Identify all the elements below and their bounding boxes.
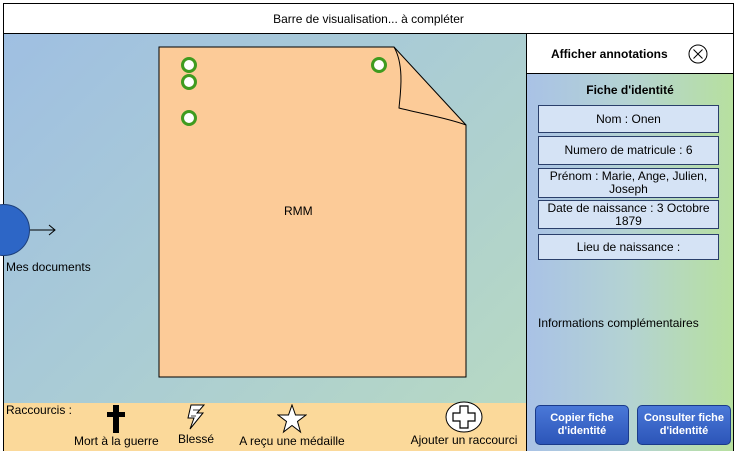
annotations-toggle-row[interactable]: Afficher annotations — [527, 34, 733, 74]
fiche-identite-body: Fiche d'identité Nom : Onen Numero de ma… — [527, 74, 733, 411]
field-date-naissance[interactable]: Date de naissance : 3 Octobre 1879 — [538, 200, 719, 229]
document-page[interactable] — [158, 46, 468, 378]
cross-icon — [107, 405, 125, 433]
visualization-bar-text: Barre de visualisation... à compléter — [273, 11, 464, 26]
consulter-fiche-button[interactable]: Consulter fiche d'identité — [637, 405, 731, 445]
app-window: Barre de visualisation... à compléter Me… — [0, 3, 734, 451]
informations-complementaires: Informations complémentaires — [538, 316, 699, 330]
shortcut-mort-a-la-guerre[interactable]: Mort à la guerre — [74, 404, 159, 448]
shortcut-label: Ajouter un raccourci — [410, 433, 518, 447]
add-cross-icon — [445, 401, 483, 433]
document-ring-icon — [181, 57, 197, 73]
visualization-bar: Barre de visualisation... à compléter — [4, 4, 733, 34]
close-circle-icon[interactable] — [688, 44, 708, 64]
shortcut-title: Raccourcis : — [6, 403, 73, 417]
copier-fiche-button[interactable]: Copier fiche d'identité — [535, 405, 629, 445]
field-prenom[interactable]: Prénom : Marie, Ange, Julien, Joseph — [538, 168, 719, 198]
lightning-icon — [187, 404, 206, 430]
arrow-right-icon — [30, 224, 56, 236]
star-icon — [277, 404, 307, 434]
fiche-identite-title: Fiche d'identité — [586, 83, 674, 97]
shortcut-label: Blessé — [177, 432, 215, 446]
identity-panel: Afficher annotations Fiche d'identité No… — [527, 34, 733, 451]
field-matricule[interactable]: Numero de matricule : 6 — [538, 136, 719, 165]
document-ring-icon — [371, 57, 387, 73]
shortcut-blesse[interactable]: Blessé — [174, 404, 218, 446]
mes-documents-label[interactable]: Mes documents — [6, 260, 91, 274]
workspace-canvas[interactable]: Mes documents RMM — [0, 34, 527, 403]
panel-footer: Copier fiche d'identité Consulter fiche … — [527, 405, 733, 451]
mes-documents-circle-icon[interactable] — [0, 204, 30, 256]
shortcut-ajouter-raccourci[interactable]: Ajouter un raccourci — [407, 401, 521, 447]
shortcut-label: A reçu une médaille — [239, 434, 345, 448]
field-lieu-naissance[interactable]: Lieu de naissance : — [538, 234, 719, 260]
shortcut-medaille[interactable]: A reçu une médaille — [236, 404, 348, 448]
document-label: RMM — [284, 204, 313, 218]
field-nom[interactable]: Nom : Onen — [538, 105, 719, 133]
shortcut-bar: Raccourcis : Mort à la guerre Blessé A r… — [4, 401, 527, 451]
document-ring-icon — [181, 110, 197, 126]
annotations-label[interactable]: Afficher annotations — [551, 47, 668, 61]
shortcut-label: Mort à la guerre — [74, 434, 159, 448]
document-ring-icon — [181, 74, 197, 90]
